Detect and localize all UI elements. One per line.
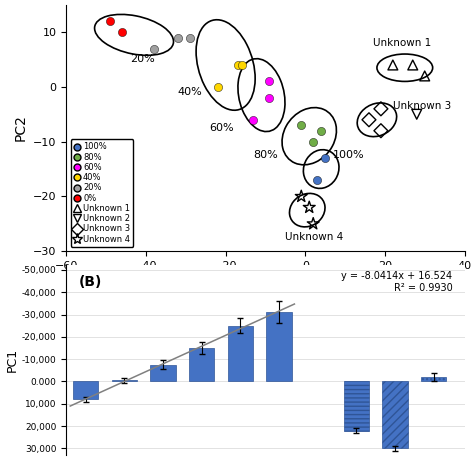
Point	[365, 116, 373, 124]
Point	[214, 83, 221, 91]
Point	[310, 220, 317, 228]
Bar	[150, 365, 175, 382]
Text: 60%: 60%	[210, 123, 234, 133]
Point	[377, 105, 385, 113]
Bar	[228, 326, 253, 382]
Text: 100%: 100%	[333, 150, 365, 160]
Bar	[266, 312, 292, 382]
Text: Unknown 1: Unknown 1	[373, 38, 431, 48]
Point	[265, 94, 273, 101]
Text: y = -8.0414x + 16.524
R² = 0.9930: y = -8.0414x + 16.524 R² = 0.9930	[341, 271, 453, 293]
Point	[305, 204, 313, 211]
Y-axis label: PC2: PC2	[14, 115, 27, 141]
Point	[377, 127, 385, 135]
Point	[413, 110, 420, 118]
Point	[310, 138, 317, 146]
Point	[265, 78, 273, 85]
Point	[118, 28, 126, 36]
Point	[298, 121, 305, 129]
Bar	[189, 348, 214, 382]
Legend: 100%, 80%, 60%, 40%, 20%, 0%, Unknown 1, Unknown 2, Unknown 3, Unknown 4: 100%, 80%, 60%, 40%, 20%, 0%, Unknown 1,…	[71, 139, 134, 247]
Point	[321, 155, 329, 162]
Point	[250, 116, 257, 124]
Point	[106, 18, 114, 25]
Point	[238, 61, 246, 69]
X-axis label: PC1: PC1	[250, 276, 281, 291]
Point	[313, 176, 321, 184]
Text: (B): (B)	[78, 275, 102, 289]
Point	[421, 72, 428, 80]
Text: 80%: 80%	[254, 150, 278, 160]
Bar	[344, 382, 369, 430]
Text: 40%: 40%	[178, 87, 202, 97]
Y-axis label: PC1: PC1	[6, 348, 19, 372]
Point	[318, 127, 325, 135]
Point	[409, 61, 417, 69]
Bar	[383, 382, 408, 448]
Text: Unknown 3: Unknown 3	[393, 101, 451, 111]
Bar	[73, 382, 98, 399]
Text: Unknown 4: Unknown 4	[285, 232, 344, 242]
Point	[174, 34, 182, 41]
Point	[389, 61, 397, 69]
Point	[186, 34, 193, 41]
Bar	[421, 377, 446, 382]
Point	[298, 192, 305, 200]
Bar	[112, 380, 137, 382]
Point	[150, 45, 158, 52]
Point	[234, 61, 241, 69]
Text: 20%: 20%	[130, 54, 155, 64]
